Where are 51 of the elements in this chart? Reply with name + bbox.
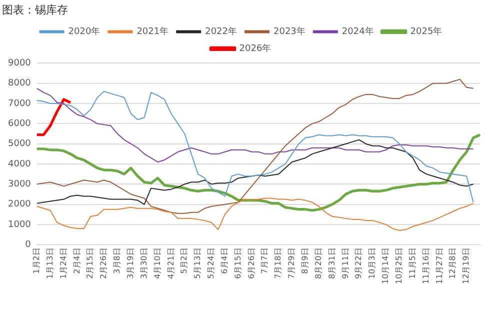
x-tick-label: 4月21日 [166, 248, 176, 279]
x-tick-label: 2月4日 [72, 248, 82, 274]
y-tick-label: 5000 [8, 139, 32, 150]
legend-label: 2026年 [239, 43, 272, 54]
legend-label: 2025年 [410, 26, 442, 38]
y-tick-label: 2000 [8, 200, 32, 210]
x-tick-label: 6月4日 [220, 248, 229, 274]
legend-label: 2021年 [136, 26, 169, 38]
y-tick-label: 3000 [8, 180, 32, 190]
x-tick-label: 6月26日 [246, 248, 256, 279]
x-tick-label: 7月7日 [260, 248, 270, 274]
legend-label: 2022年 [205, 26, 237, 38]
chart-title: 图表：锡库存 [2, 3, 68, 16]
x-tick-label: 8月9日 [300, 248, 310, 274]
x-tick-label: 2月15日 [86, 248, 95, 279]
y-tick-label: 7000 [8, 98, 32, 109]
legend-label: 2024年 [342, 26, 374, 38]
x-tick-label: 9月11日 [340, 248, 350, 279]
y-tick-label: 6000 [8, 119, 32, 130]
x-tick-label: 12月19日 [462, 248, 471, 284]
x-tick-label: 1月24日 [58, 248, 68, 279]
legend-label: 2020年 [68, 26, 100, 38]
legend-label: 2023年 [274, 26, 306, 38]
x-tick-label: 9月22日 [354, 248, 364, 279]
y-tick-label: 4000 [8, 159, 32, 170]
x-tick-label: 7月18日 [274, 248, 283, 279]
x-tick-label: 2月26日 [99, 248, 108, 279]
x-tick-label: 11月5日 [408, 248, 417, 279]
x-tick-label: 12月8日 [448, 248, 458, 279]
x-tick-label: 10月25日 [394, 248, 404, 284]
x-tick-label: 10月3日 [368, 248, 377, 279]
x-tick-label: 8月20日 [314, 248, 323, 279]
x-tick-label: 3月8日 [112, 248, 122, 274]
x-tick-label: 5月13日 [193, 248, 202, 279]
x-tick-label: 11月27日 [434, 248, 444, 284]
x-tick-label: 3月30日 [139, 248, 148, 279]
x-tick-label: 4月10日 [152, 248, 162, 279]
x-tick-label: 11月16日 [421, 248, 430, 284]
x-tick-label: 8月31日 [327, 248, 336, 279]
x-tick-label: 5月24日 [206, 248, 216, 279]
x-tick-label: 1月2日 [32, 248, 41, 274]
y-tick-label: 1000 [8, 220, 32, 230]
y-tick-label: 0 [25, 240, 32, 250]
x-tick-label: 1月13日 [45, 248, 54, 279]
x-tick-label: 5月2日 [180, 248, 189, 274]
x-tick-label: 3月19日 [126, 248, 135, 279]
y-tick-label: 9000 [8, 58, 32, 69]
x-tick-label: 7月29日 [287, 248, 296, 279]
x-tick-label: 10月14日 [381, 248, 390, 284]
x-tick-label: 6月15日 [233, 248, 242, 279]
y-tick-label: 8000 [8, 78, 32, 89]
